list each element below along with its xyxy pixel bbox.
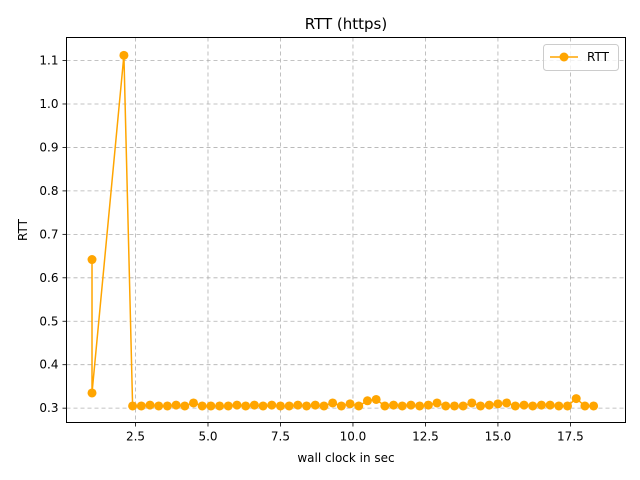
data-point [371,394,381,404]
data-point [241,401,251,411]
data-point [223,401,233,411]
data-point [345,399,355,409]
data-point [87,388,97,398]
legend: RTT [543,44,619,71]
legend-entry-rtt: RTT [587,50,610,64]
data-point [536,400,546,410]
data-point [319,401,329,411]
x-tick-label: 2.5 [126,430,145,444]
data-point [302,401,312,411]
data-point [415,401,425,411]
series-line [91,54,594,407]
data-point [87,255,97,265]
data-point [275,401,285,411]
data-point [528,401,538,411]
data-point [580,401,590,411]
data-point [458,401,468,411]
y-tick-label: 1.1 [39,54,58,68]
plot-area-frame [66,37,626,423]
y-tick-label: 0.8 [39,184,58,198]
x-tick-label: 12.5 [412,430,439,444]
data-point [206,401,216,411]
y-tick-label: 1.0 [39,97,58,111]
legend-marker [559,52,569,62]
data-point [171,400,181,410]
data-point [267,400,277,410]
data-point [571,394,581,404]
data-point [589,401,599,411]
data-point [162,401,172,411]
legend-box [543,44,619,71]
grid [66,37,626,423]
y-tick-label: 0.3 [39,401,58,415]
data-point [563,401,573,411]
data-point [232,400,242,410]
data-point [328,398,338,408]
data-point [293,400,303,410]
data-point [510,401,520,411]
data-point [406,400,416,410]
x-tick-label: 17.5 [557,430,584,444]
data-point [476,401,486,411]
y-tick-label: 0.4 [39,358,58,372]
data-point [362,396,372,406]
data-point [484,400,494,410]
chart-title: RTT (https) [305,15,387,33]
data-point [119,50,129,60]
data-point [284,401,294,411]
data-point [441,401,451,411]
data-point [397,401,407,411]
x-tick-label: 10.0 [340,430,367,444]
data-point [502,398,512,408]
y-tick-label: 0.7 [39,227,58,241]
x-tick-label: 7.5 [271,430,290,444]
data-point [519,400,529,410]
data-point [545,400,555,410]
y-axis-label: RTT [16,218,30,241]
data-point [154,401,164,411]
data-point [449,401,459,411]
data-point [197,401,207,411]
y-axis-ticks: 0.3 0.4 0.5 0.6 0.7 0.8 0.9 1.0 1.1 [39,54,67,415]
data-point [128,401,138,411]
data-point [354,401,364,411]
data-point [389,400,399,410]
data-point [215,401,225,411]
y-tick-label: 0.9 [39,140,58,154]
x-axis-label: wall clock in sec [297,451,394,465]
data-point [249,400,259,410]
data-point [380,401,390,411]
data-point [188,398,198,408]
series-rtt [87,50,599,411]
data-point [145,400,155,410]
data-point [423,400,433,410]
x-tick-label: 5.0 [198,430,217,444]
data-point [336,401,346,411]
y-tick-label: 0.5 [39,314,58,328]
data-point [554,401,564,411]
data-point [258,401,268,411]
data-point [180,401,190,411]
x-axis-ticks: 2.5 5.0 7.5 10.0 12.5 15.0 17.5 [126,422,584,444]
data-point [467,398,477,408]
data-point [432,398,442,408]
data-point [493,399,503,409]
y-tick-label: 0.6 [39,271,58,285]
x-tick-label: 15.0 [485,430,512,444]
data-point [310,400,320,410]
data-point [136,401,146,411]
